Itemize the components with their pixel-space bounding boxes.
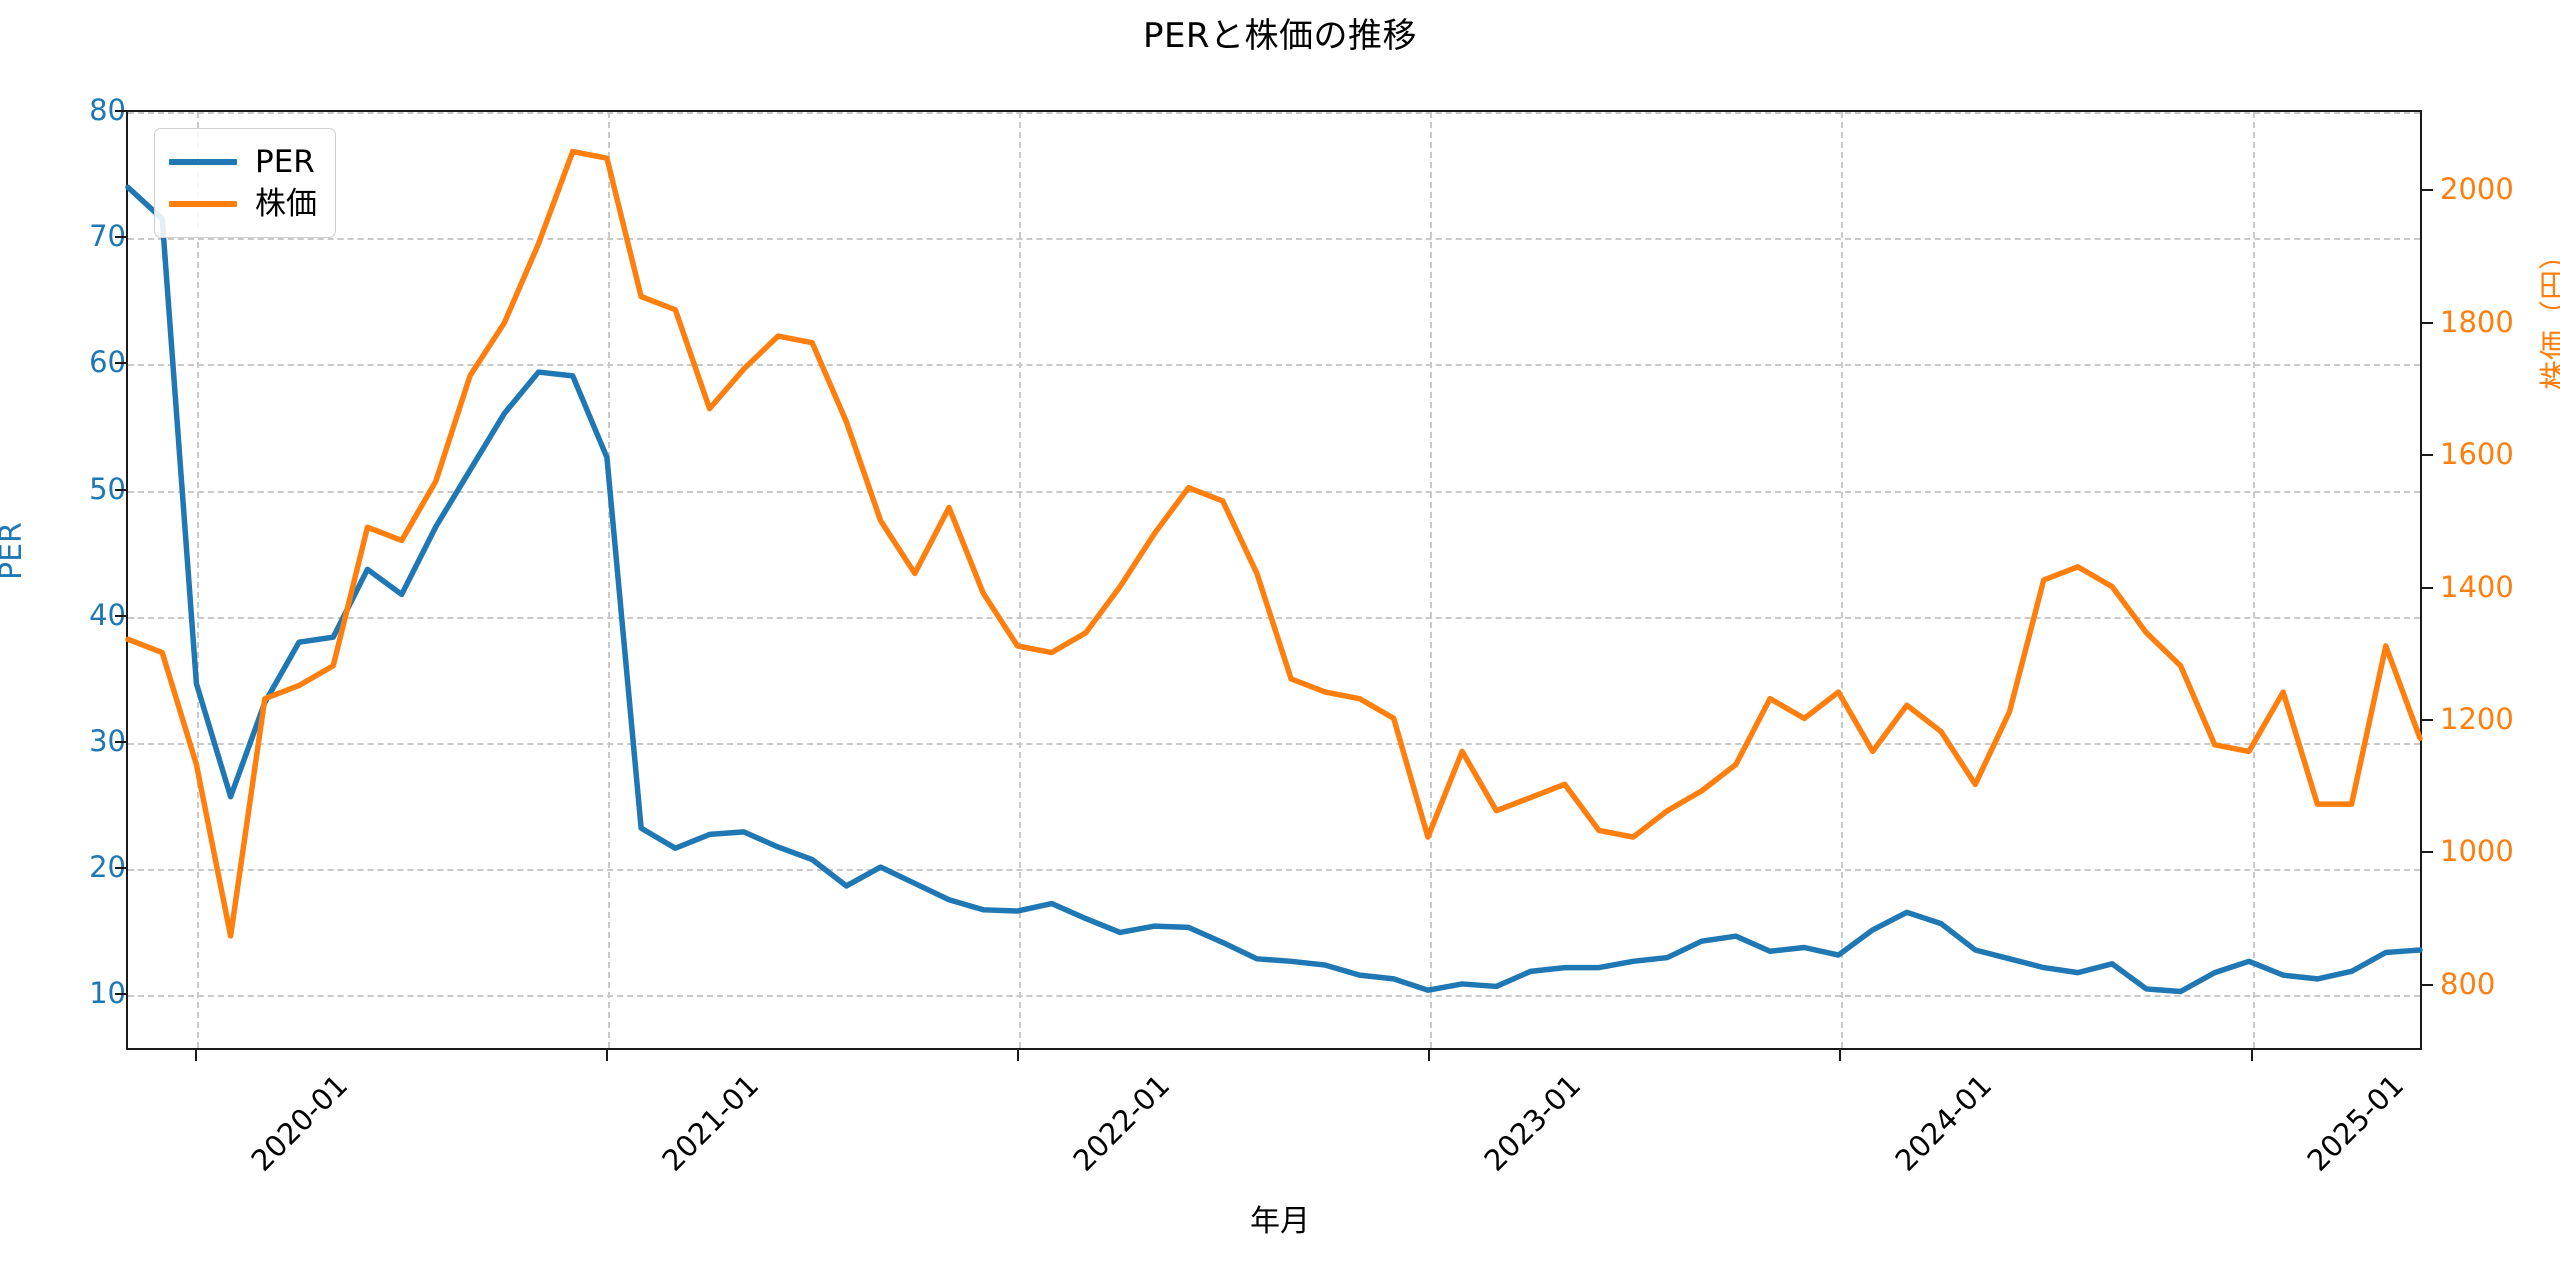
plot-area xyxy=(125,110,2423,1050)
y-axis-left-tickmark xyxy=(115,236,126,239)
y-axis-left-label: PER xyxy=(0,522,29,580)
legend-label-per: PER xyxy=(255,143,315,180)
y-axis-right-tickmark xyxy=(2422,321,2433,324)
y-axis-right-tickmark xyxy=(2422,586,2433,589)
y-axis-right-tick-label: 2000 xyxy=(2440,172,2514,207)
x-axis-tickmark xyxy=(605,1050,608,1061)
y-axis-right-tickmark xyxy=(2422,454,2433,457)
y-axis-left-tickmark xyxy=(115,614,126,617)
y-axis-left-tickmark xyxy=(115,740,126,743)
x-axis-tickmark xyxy=(1839,1050,1842,1061)
y-axis-right-tickmark xyxy=(2422,983,2433,986)
y-axis-left-tickmark xyxy=(115,362,126,365)
x-axis-tickmark xyxy=(194,1050,197,1061)
y-axis-left-tickmark xyxy=(115,488,126,491)
page-title: PERと株価の推移 xyxy=(1142,16,1418,56)
y-axis-right-tick-label: 800 xyxy=(2440,966,2496,1001)
y-axis-left-tickmark xyxy=(115,110,126,112)
y-axis-left-tickmark xyxy=(115,993,126,996)
y-axis-right-tick-label: 1800 xyxy=(2440,304,2514,339)
y-axis-right-tickmark xyxy=(2422,719,2433,721)
x-axis-label: 年月 xyxy=(1250,1204,1310,1239)
y-axis-left-tickmark xyxy=(115,867,126,870)
legend-item-per: PER xyxy=(169,141,317,183)
x-axis-tick-label: 2023-01 xyxy=(1477,1068,1588,1178)
x-axis-tick-label: 2024-01 xyxy=(1888,1068,1999,1178)
y-axis-right-tickmark xyxy=(2422,851,2433,854)
legend-label-kabuka: 株価 xyxy=(255,185,317,222)
legend-item-kabuka: 株価 xyxy=(169,183,317,225)
x-axis-tick-label: 2020-01 xyxy=(244,1068,354,1178)
legend-swatch-kabuka xyxy=(169,201,237,207)
x-axis-tick-label: 2022-01 xyxy=(1066,1068,1177,1178)
y-axis-right-tick-label: 1600 xyxy=(2440,437,2514,472)
series-line-per xyxy=(125,184,2423,995)
x-axis-tickmark xyxy=(1428,1050,1431,1061)
legend-swatch-per xyxy=(169,159,237,165)
x-axis-tick-label: 2021-01 xyxy=(655,1068,765,1178)
series-container xyxy=(125,148,2423,995)
y-axis-right-tick-label: 1400 xyxy=(2440,569,2514,604)
x-axis-tick-label: 2025-01 xyxy=(2300,1068,2410,1178)
series-line-kabuka xyxy=(125,148,2423,939)
chart-legend: PER 株価 xyxy=(154,128,336,238)
x-axis-tickmark xyxy=(1016,1050,1019,1061)
y-axis-right-tick-label: 1200 xyxy=(2440,702,2514,736)
y-axis-right-tick-label: 1000 xyxy=(2440,834,2514,869)
x-axis-tickmark xyxy=(2250,1050,2253,1061)
y-axis-right-tickmark xyxy=(2422,189,2433,192)
y-axis-right-label: 株価（円） xyxy=(2538,240,2560,390)
